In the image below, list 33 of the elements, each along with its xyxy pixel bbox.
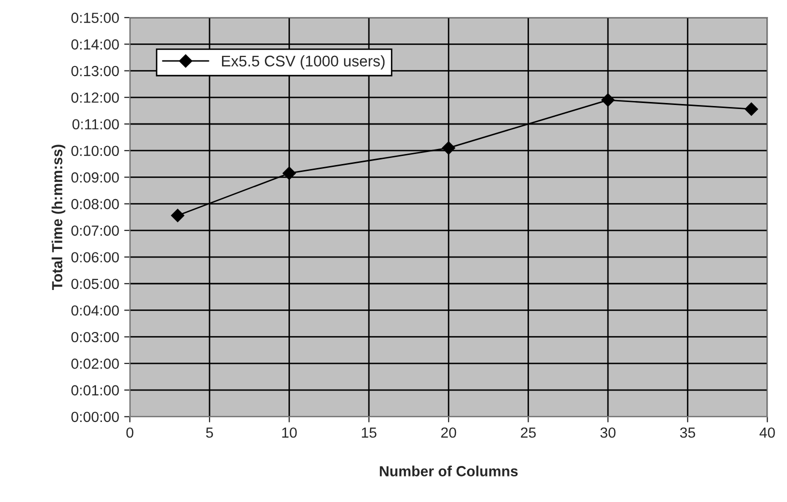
y-tick-label: 0:08:00 <box>71 198 119 210</box>
x-tick-label: 25 <box>520 427 536 438</box>
y-tick-label: 0:14:00 <box>71 39 119 50</box>
x-tick-label: 5 <box>206 428 213 438</box>
y-tick-label: 0:15:00 <box>71 12 119 23</box>
point <box>171 208 184 222</box>
y-tick-label: 0:12:00 <box>71 92 119 103</box>
point <box>744 102 758 116</box>
y-tick-label: 0:02:00 <box>71 358 119 369</box>
x-axis-title: Number of Columns <box>380 466 518 476</box>
x-tick-label: 20 <box>441 427 456 438</box>
y-tick-label: 0:03:00 <box>71 332 119 342</box>
y-tick-label: 0:06:00 <box>71 252 119 262</box>
x-tick-label: 15 <box>362 428 376 438</box>
y-tick-label: 0:01:00 <box>71 385 119 396</box>
point <box>601 93 615 107</box>
y-tick-label: 0:07:00 <box>71 226 119 236</box>
y-tick-label: 0:11:00 <box>72 119 119 130</box>
x-tick-label: 10 <box>282 427 297 438</box>
point <box>282 166 296 180</box>
x-tick-label: 35 <box>680 427 696 438</box>
x-tick-label: 40 <box>760 427 775 438</box>
x-tick-label: 0 <box>126 427 134 438</box>
y-tick-label: 0:00:00 <box>71 412 119 422</box>
y-tick-label: 0:13:00 <box>71 66 119 76</box>
y-axis-title: Total Time (h:mm:ss) <box>52 144 66 290</box>
point <box>442 141 456 155</box>
legend-label: Ex5.5 CSV (1000 users) <box>222 55 385 70</box>
y-tick-label: 0:04:00 <box>71 305 119 316</box>
y-tick-label: 0:05:00 <box>71 278 119 290</box>
y-tick-label: 0:09:00 <box>71 172 119 183</box>
x-tick-label: 30 <box>600 427 616 438</box>
y-tick-label: 0:10:00 <box>71 146 119 156</box>
